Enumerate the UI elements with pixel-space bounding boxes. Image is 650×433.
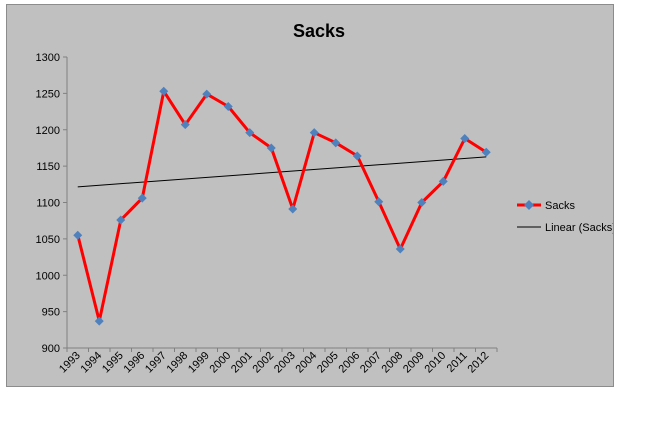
data-point (180, 120, 190, 130)
x-tick-label: 1998 (165, 350, 191, 376)
y-axis: 900 950 1000 1050 1100 1150 1200 1250 1300 (36, 52, 68, 355)
x-tick-label: 2005 (315, 350, 341, 376)
data-point (266, 143, 276, 153)
y-tick-label: 1250 (36, 88, 60, 100)
legend-series-label: Sacks (545, 200, 575, 212)
x-tick-label: 2010 (423, 350, 449, 376)
x-tick-label: 2008 (380, 350, 406, 376)
x-tick-label: 2006 (337, 350, 363, 376)
series-layer (73, 86, 491, 326)
x-tick-label: 1996 (122, 350, 148, 376)
y-tick-label: 1200 (36, 125, 60, 137)
y-tick-label: 1050 (36, 234, 60, 246)
data-point (460, 133, 470, 143)
data-point (395, 244, 405, 254)
y-tick-label: 1300 (36, 52, 60, 64)
x-tick-label: 2002 (251, 350, 277, 376)
data-point (116, 215, 126, 225)
x-tick-label: 2012 (466, 350, 492, 376)
x-tick-label: 2004 (294, 350, 320, 376)
x-tick-label: 1995 (100, 350, 126, 376)
data-point (159, 86, 169, 96)
data-point (137, 193, 147, 203)
data-point (374, 197, 384, 207)
series-line (76, 89, 488, 323)
legend-trendline-label: Linear (Sacks) (545, 222, 613, 234)
data-point (417, 198, 427, 207)
x-tick-label: 2011 (445, 350, 470, 375)
chart-area: Sacks 900 950 1000 1050 1100 1150 1200 1250 1300… (6, 4, 614, 387)
x-tick-label: 2007 (358, 350, 384, 376)
x-tick-label: 2009 (401, 350, 427, 376)
x-tick-label: 1999 (186, 350, 212, 376)
chart-svg: Sacks 900 950 1000 1050 1100 1150 1200 1250 1300… (36, 21, 613, 376)
x-tick-label: 2000 (208, 350, 234, 376)
x-tick-label: 1994 (79, 350, 105, 376)
x-tick-label: 1997 (143, 350, 169, 376)
y-tick-label: 1100 (36, 198, 60, 210)
x-axis: 1993199419951996199719981999200020012002… (57, 347, 498, 376)
y-tick-label: 950 (42, 307, 60, 319)
x-tick-label: 2003 (272, 350, 298, 376)
y-tick-label: 1000 (36, 270, 60, 282)
data-point (245, 128, 255, 138)
legend: Sacks Linear (Sacks) (517, 200, 613, 234)
legend-series-marker (524, 200, 534, 210)
data-point (481, 147, 491, 157)
data-point (288, 204, 298, 214)
data-point (352, 151, 362, 161)
x-tick-label: 1993 (57, 350, 83, 376)
data-point (202, 89, 212, 99)
data-point (94, 316, 104, 326)
x-tick-label: 2001 (229, 350, 255, 376)
data-point (309, 128, 319, 138)
data-point (331, 138, 341, 148)
y-tick-label: 1150 (36, 161, 60, 173)
y-tick-label: 900 (42, 343, 60, 355)
data-point (223, 101, 233, 111)
data-point (73, 230, 83, 240)
chart-title: Sacks (293, 21, 345, 41)
data-point (438, 176, 448, 186)
